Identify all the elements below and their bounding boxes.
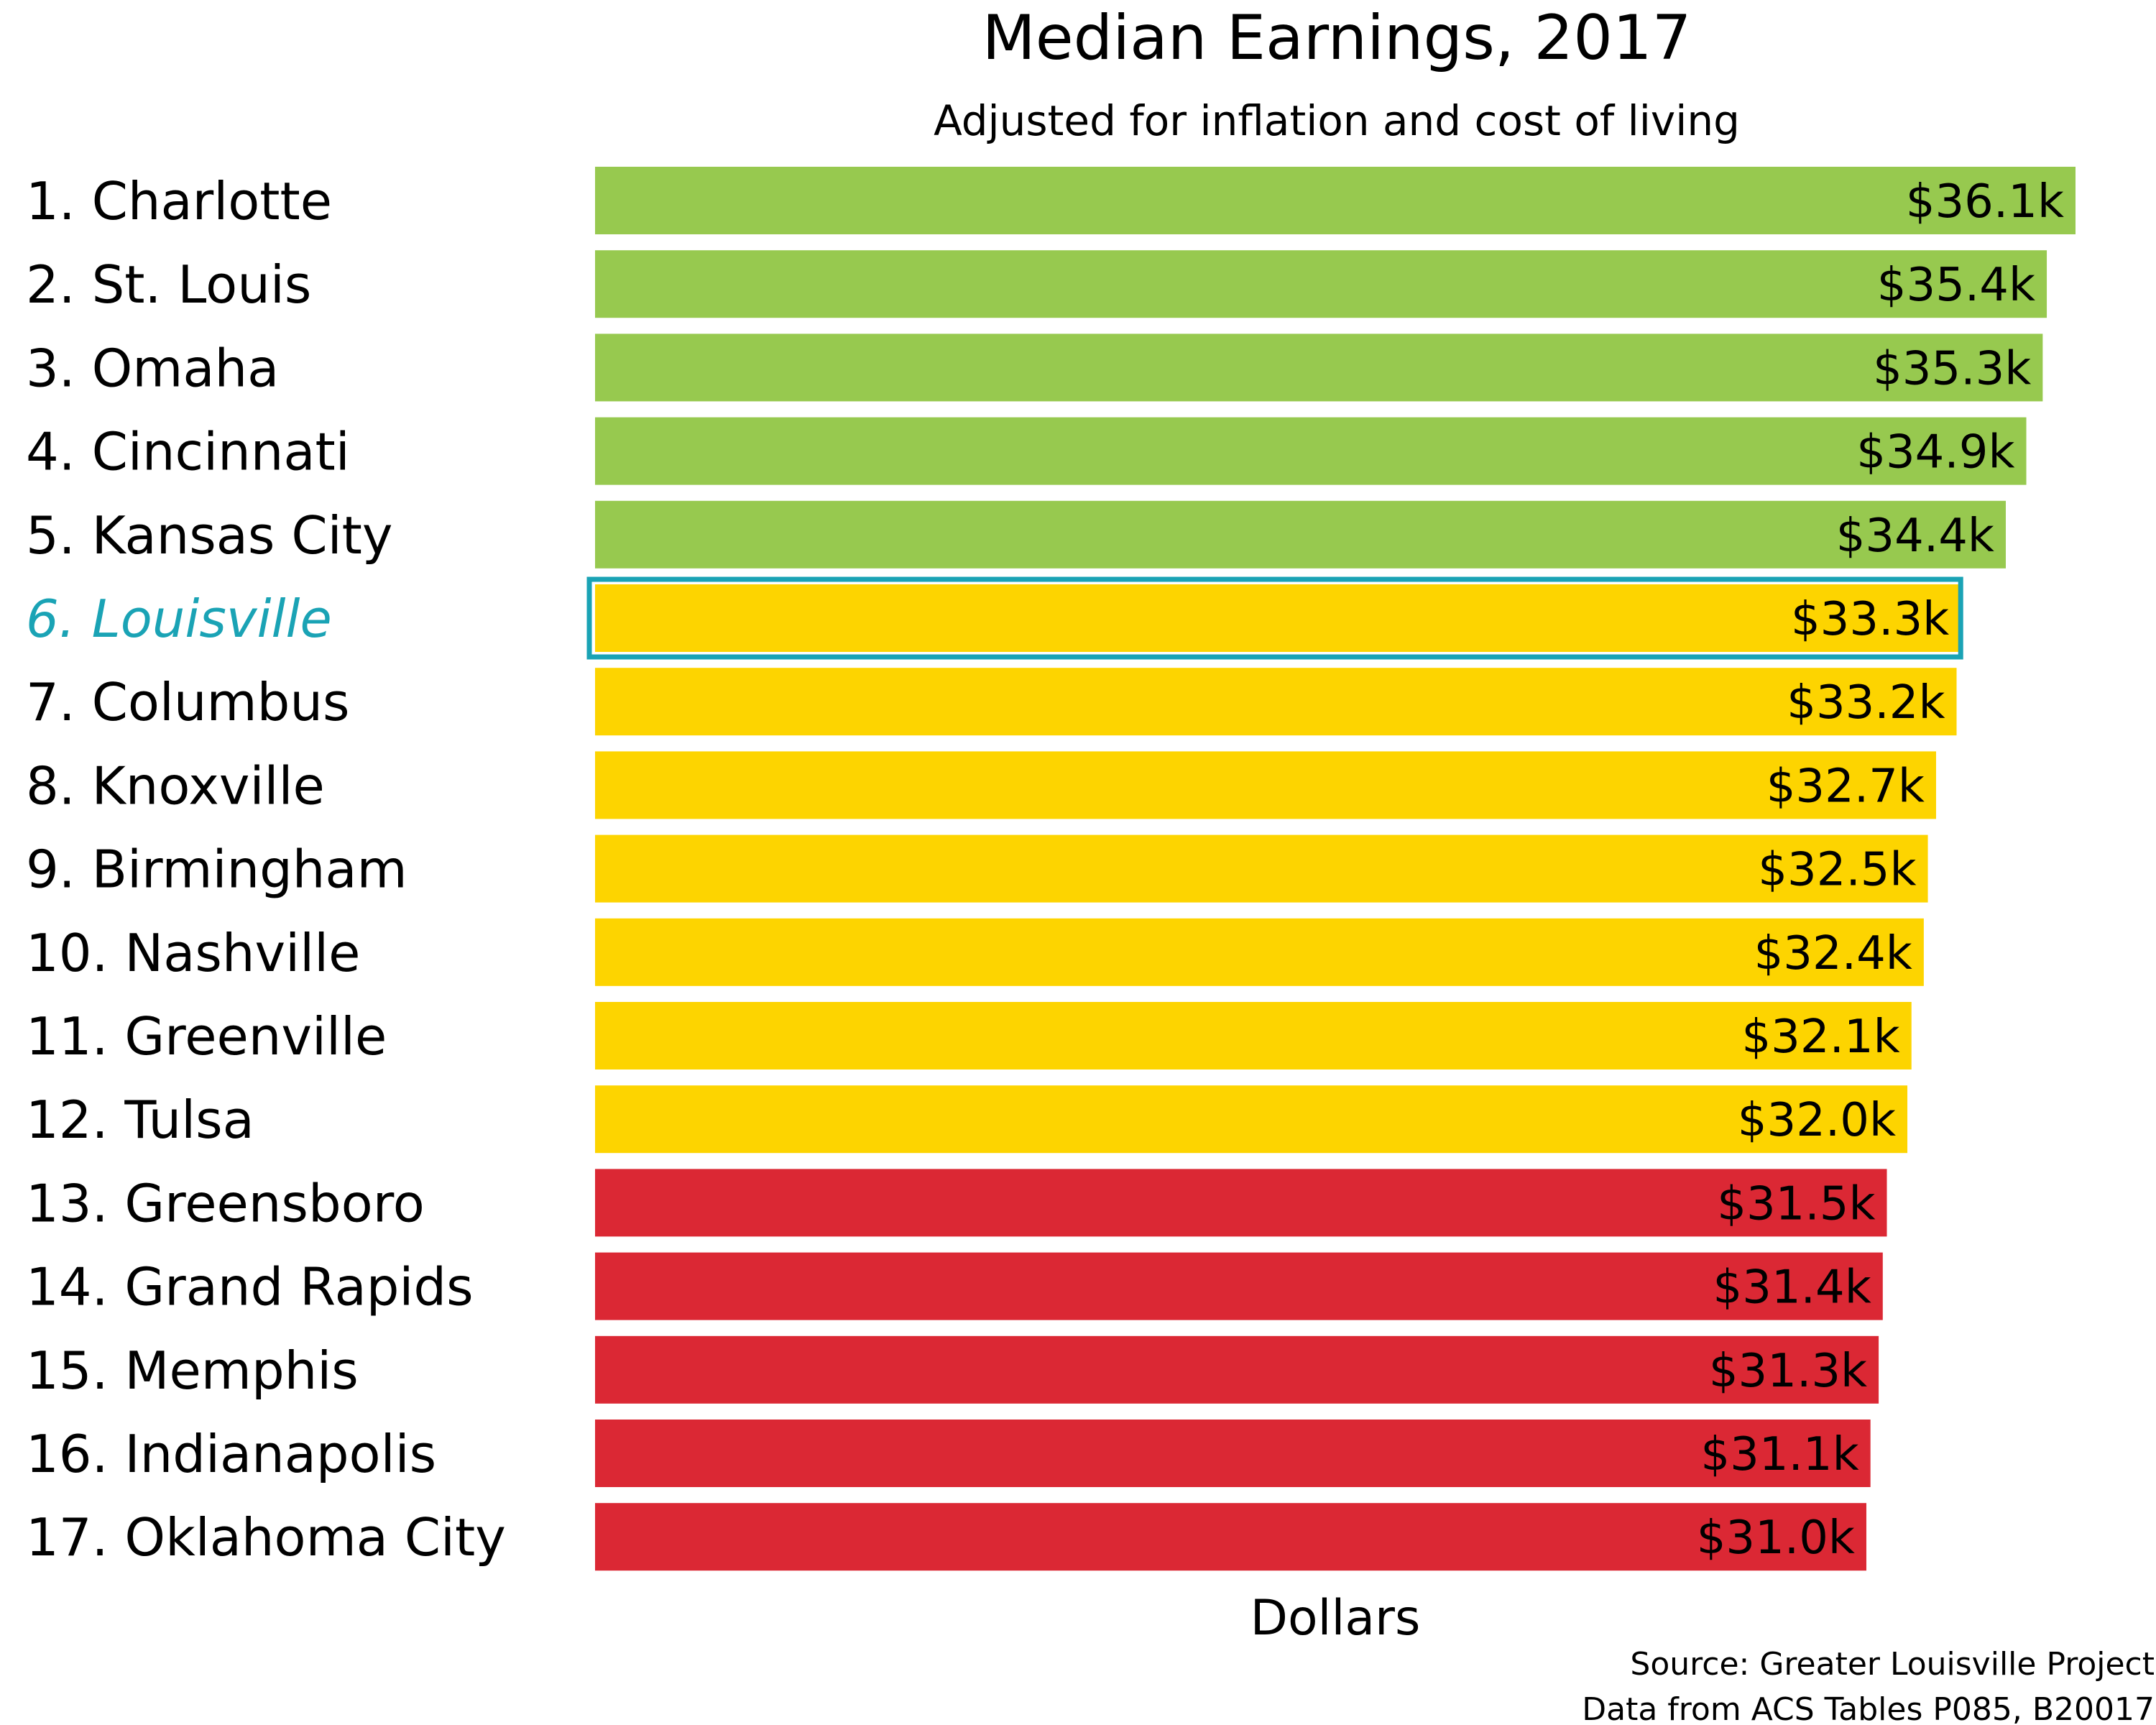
category-label-12: 12. Tulsa [26,1090,254,1150]
category-label-15: 15. Memphis [26,1340,359,1401]
value-label-4: $34.9k [1856,426,2014,479]
value-label-15: $31.3k [1709,1345,1867,1398]
value-label-12: $32.0k [1738,1094,1896,1147]
source-line-1: Source: Greater Louisville Project [1630,1646,2155,1683]
category-labels-group: 1. Charlotte 2. St. Louis 3. Omaha 4. Cinci… [26,171,506,1568]
category-label-8: 8. Knoxville [26,755,325,816]
x-axis-label: Dollars [1250,1590,1421,1647]
value-label-14: $31.4k [1713,1261,1871,1315]
category-label-13: 13. Greensboro [26,1173,425,1233]
value-label-13: $31.5k [1717,1177,1875,1230]
value-label-1: $36.1k [1906,175,2064,229]
chart-title: Median Earnings, 2017 [982,2,1692,74]
category-label-7: 7. Columbus [26,672,350,732]
value-label-17: $31.0k [1697,1512,1855,1565]
bar-4 [595,417,2027,485]
bar-8 [595,751,1936,819]
bar-14 [595,1252,1883,1320]
bar-6 [595,584,1961,652]
value-label-6: $33.3k [1791,593,1949,646]
value-label-8: $32.7k [1766,760,1925,813]
category-label-4: 4. Cincinnati [26,422,350,482]
category-label-2: 2. St. Louis [26,254,311,315]
category-label-16: 16. Indianapolis [26,1424,436,1484]
bars-group: $36.1k $35.4k $35.3k $34.9k $34.4k $33.3k $33.… [586,167,2076,1571]
value-label-10: $32.4k [1754,927,1912,980]
bar-17 [595,1503,1866,1571]
bar-15 [595,1335,1879,1404]
value-label-16: $31.1k [1700,1428,1858,1481]
category-label-11: 11. Greenville [26,1006,387,1067]
bar-3 [595,334,2043,402]
category-label-17: 17. Oklahoma City [26,1507,506,1568]
bar-13 [595,1169,1887,1237]
bar-9 [595,834,1928,903]
bar-1 [595,167,2076,234]
bar-16 [595,1420,1871,1487]
bar-11 [595,1002,1912,1070]
highlight-outline [586,576,1963,660]
category-label-14: 14. Grand Rapids [26,1257,474,1317]
category-label-6: 6. Louisville [26,589,332,649]
value-label-3: $35.3k [1873,342,2031,395]
category-label-10: 10. Nashville [26,923,360,983]
bar-10 [595,918,1924,986]
value-label-9: $32.5k [1758,844,1916,897]
source-line-2: Data from ACS Tables P085, B20017 [1582,1691,2155,1725]
value-label-5: $34.4k [1836,510,1994,563]
value-label-11: $32.1k [1741,1011,1899,1064]
bar-12 [595,1085,1908,1154]
bar-2 [595,250,2047,318]
category-label-9: 9. Birmingham [26,840,407,900]
bar-5 [595,500,2006,569]
category-label-1: 1. Charlotte [26,171,332,231]
value-label-2: $35.4k [1877,259,2035,312]
category-label-5: 5. Kansas City [26,505,392,566]
value-label-7: $33.2k [1787,676,1945,730]
bar-7 [595,668,1957,736]
chart-subtitle: Adjusted for inflation and cost of livin… [934,96,1740,145]
category-label-3: 3. Omaha [26,338,279,398]
